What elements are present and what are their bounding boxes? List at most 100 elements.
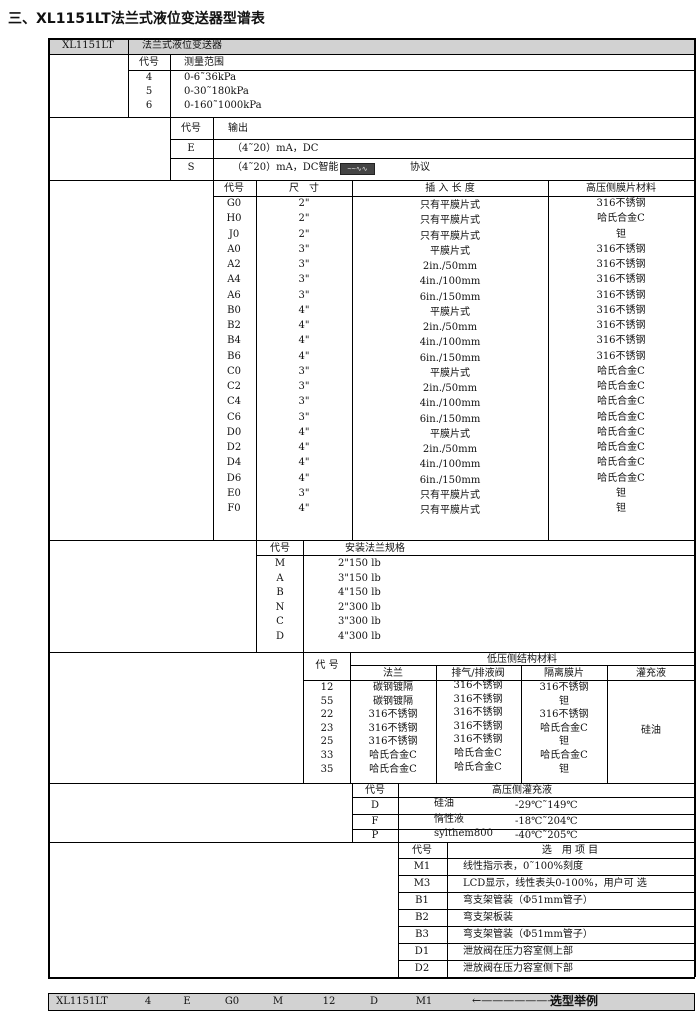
mounting-code: N — [275, 601, 285, 613]
options-header: 选 用 项 目 — [541, 845, 599, 856]
hp-fill-code: P — [371, 830, 379, 841]
divider — [350, 665, 695, 666]
option-value: LCD显示，线性表头0-100%，用户可 选 — [463, 878, 647, 889]
hp-fill-temp: -29℃˜149℃ — [515, 800, 578, 811]
flange-size: 4" — [298, 304, 310, 316]
flange-code: D2 — [226, 442, 242, 453]
divider — [398, 875, 695, 876]
divider — [352, 814, 695, 815]
code-header: 代号 — [412, 845, 432, 856]
flange-code: F0 — [227, 503, 241, 514]
diaphragm-material: 316不锈钢 — [596, 335, 646, 347]
diaphragm-material: 哈氏合金C — [597, 213, 645, 225]
product-name: 法兰式液位变送器 — [142, 40, 222, 51]
hp-fill-temp: -18℃˜204℃ — [515, 816, 578, 827]
column-header: 隔离膜片 — [544, 668, 584, 679]
low-flange: 316不锈钢 — [368, 709, 418, 721]
flange-size: 2" — [298, 213, 310, 225]
insert-length: 6in./150mm — [419, 352, 481, 364]
option-value: 线性指示表，0˜100%刻度 — [463, 861, 583, 872]
flange-code: G0 — [226, 198, 242, 209]
mounting-code: M — [274, 558, 286, 569]
low-valve: 316不锈钢 — [453, 707, 503, 719]
option-code: B3 — [415, 929, 429, 940]
divider — [256, 555, 695, 556]
flange-size: 4" — [298, 442, 310, 453]
divider — [398, 960, 695, 961]
diaphragm-material: 哈氏合金C — [597, 472, 645, 484]
range-header: 测量范围 — [184, 57, 224, 68]
divider — [128, 38, 129, 54]
flange-size: 4" — [298, 335, 310, 347]
flange-size: 3" — [298, 487, 310, 499]
hart-logo: ~~∿∿ — [340, 163, 375, 175]
divider — [128, 54, 129, 117]
example-part: 4 — [144, 996, 152, 1007]
flange-size: 3" — [298, 381, 310, 392]
low-valve: 316不锈钢 — [453, 720, 503, 732]
model-code: XL1151LT — [62, 40, 114, 51]
divider — [350, 652, 351, 783]
low-code: 22 — [320, 709, 334, 721]
insert-length: 平膜片式 — [430, 367, 470, 379]
flange-code: D4 — [226, 457, 242, 469]
flange-size: 4" — [298, 350, 310, 362]
hp-fill-header: 高压侧灌充液 — [492, 785, 552, 796]
divider — [436, 665, 437, 783]
flange-code: B0 — [227, 304, 241, 316]
divider — [48, 652, 695, 653]
divider — [48, 180, 695, 181]
insert-length: 平膜片式 — [430, 428, 470, 440]
divider — [398, 943, 695, 944]
code-header: 代 号 — [315, 660, 339, 671]
diaphragm-material: 哈氏合金C — [597, 365, 645, 377]
divider — [352, 180, 353, 540]
divider — [548, 180, 549, 540]
range-code: 6 — [145, 100, 153, 111]
flange-code: B6 — [227, 350, 241, 362]
output-value: （4˜20）mA，DC — [232, 143, 319, 154]
divider — [398, 783, 399, 842]
divider — [48, 117, 695, 118]
flange-code: D6 — [226, 472, 242, 484]
hp-fill-fluid: 硅油 — [434, 798, 454, 809]
diaphragm-material: 哈氏合金C — [597, 426, 645, 438]
output-header: 输出 — [228, 123, 248, 134]
flange-size: 2" — [298, 198, 310, 209]
diaphragm-material: 钽 — [616, 228, 626, 240]
divider — [694, 38, 696, 977]
diaphragm-material: 哈氏合金C — [597, 396, 645, 408]
mounting-header: 安装法兰规格 — [345, 543, 405, 554]
option-value: 弯支架管装（Φ51mm管子） — [463, 895, 593, 906]
output-code: S — [187, 162, 195, 173]
divider — [48, 38, 50, 977]
mounting-code: C — [276, 616, 284, 628]
diaphragm-material: 316不锈钢 — [596, 350, 646, 362]
diaphragm-material: 316不锈钢 — [596, 243, 646, 255]
flange-size: 4" — [298, 426, 310, 438]
divider — [398, 892, 695, 893]
example-part: M1 — [415, 996, 433, 1007]
divider — [398, 858, 695, 859]
divider — [48, 993, 695, 994]
hp-fill-code: D — [370, 800, 380, 811]
hp-fill-fluid: sylthem800 — [434, 828, 493, 839]
low-diaphragm: 哈氏合金C — [540, 750, 588, 761]
divider — [48, 540, 695, 541]
low-flange: 316不锈钢 — [368, 736, 418, 748]
column-header: 高压侧膜片材料 — [586, 183, 656, 194]
low-code: 12 — [320, 682, 334, 693]
option-value: 弯支架管装（Φ51mm管子） — [463, 929, 593, 940]
insert-length: 2in./50mm — [422, 322, 478, 333]
diaphragm-material: 316不锈钢 — [596, 304, 646, 316]
flange-code: J0 — [228, 228, 240, 240]
divider — [48, 842, 695, 843]
insert-length: 4in./100mm — [419, 337, 481, 349]
flange-code: A4 — [227, 274, 241, 286]
flange-size: 3" — [298, 396, 310, 408]
low-diaphragm: 哈氏合金C — [540, 722, 588, 734]
example-part: D — [369, 996, 379, 1007]
option-value: 泄放阀在压力容室侧上部 — [463, 946, 573, 957]
diaphragm-material: 316不锈钢 — [596, 320, 646, 331]
